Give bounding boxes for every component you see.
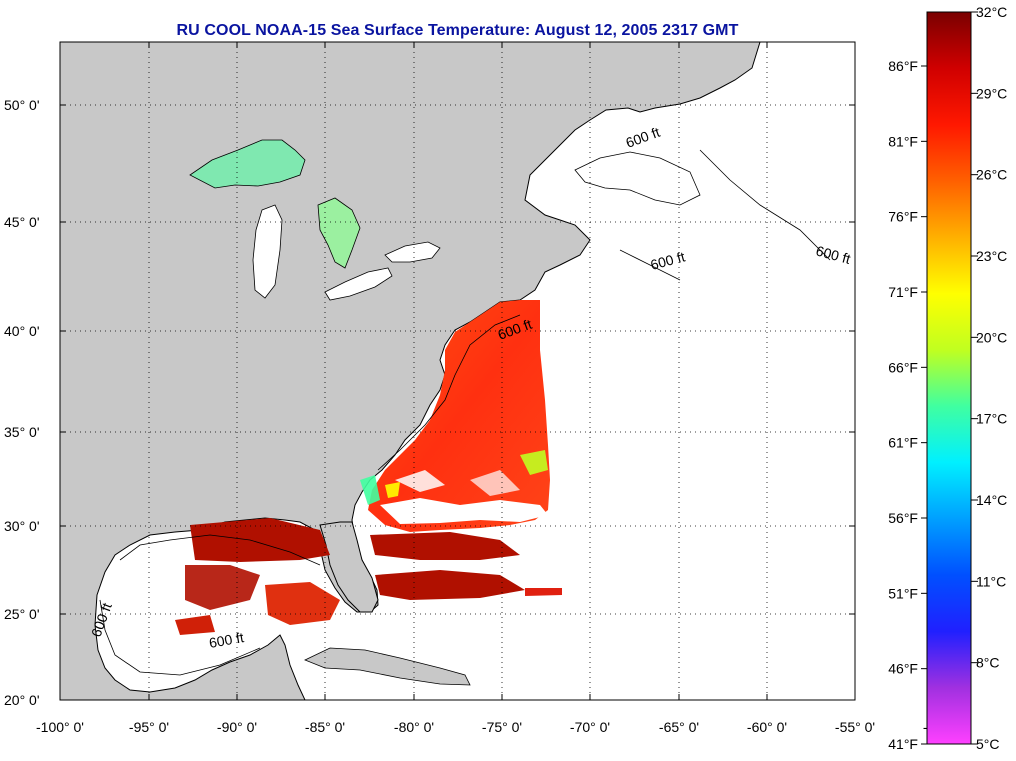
colorbar-celsius-label: 20°C bbox=[976, 329, 1007, 345]
colorbar-celsius-label: 11°C bbox=[976, 573, 1006, 589]
colorbar-celsius-label: 8°C bbox=[976, 655, 1000, 671]
lake-michigan bbox=[252, 204, 283, 299]
lat-label: 20° 0' bbox=[4, 692, 40, 708]
lon-label: -90° 0' bbox=[217, 719, 257, 735]
frame-ticks bbox=[59, 42, 856, 701]
colorbar-fahrenheit-label: 81°F bbox=[888, 133, 918, 149]
lon-label: -65° 0' bbox=[659, 719, 699, 735]
lon-label: -100° 0' bbox=[36, 719, 84, 735]
colorbar-fahrenheit-label: 56°F bbox=[888, 510, 918, 526]
lake-superior bbox=[189, 139, 306, 189]
lake-ontario bbox=[384, 241, 441, 263]
sst-cool-patches bbox=[360, 450, 548, 505]
florida-peninsula bbox=[319, 521, 379, 613]
lat-label: 35° 0' bbox=[4, 424, 40, 440]
lat-label: 25° 0' bbox=[4, 606, 40, 622]
colorbar-fahrenheit-label: 71°F bbox=[888, 284, 918, 300]
colorbar-celsius-labels: 32°C 29°C 26°C 23°C 20°C 17°C 14°C 11°C 8°C 5°C bbox=[976, 4, 1007, 752]
map-title: RU COOL NOAA-15 Sea Surface Temperature:… bbox=[176, 22, 739, 39]
lon-label: -60° 0' bbox=[747, 719, 787, 735]
shelf-contour bbox=[99, 149, 831, 676]
lake-erie bbox=[324, 267, 393, 301]
colorbar-celsius-label: 26°C bbox=[976, 167, 1007, 183]
map-content: 600 ft 600 ft 600 ft 600 ft 600 ft 600 f… bbox=[60, 42, 855, 700]
colorbar-fahrenheit-label: 46°F bbox=[888, 661, 918, 677]
lake-huron bbox=[317, 197, 361, 269]
colorbar-fahrenheit-label: 41°F bbox=[888, 736, 918, 752]
colorbar-fahrenheit-label: 86°F bbox=[888, 58, 918, 74]
contour-label-gulf: 600 ft bbox=[208, 629, 245, 651]
colorbar-fahrenheit-labels: 86°F 81°F 76°F 71°F 66°F 61°F 56°F 51°F 46°F 41°F bbox=[888, 58, 918, 752]
colorbar-ticks bbox=[921, 11, 978, 745]
colorbar-fahrenheit-label: 76°F bbox=[888, 209, 918, 225]
colorbar-celsius-label: 14°C bbox=[976, 492, 1007, 508]
lat-label: 30° 0' bbox=[4, 518, 40, 534]
longitude-labels: -100° 0' -95° 0' -90° 0' -85° 0' -80° 0' -75°… bbox=[36, 719, 963, 735]
colorbar-fahrenheit-label: 51°F bbox=[888, 585, 918, 601]
latitude-labels: 50° 0' 45° 0' 40° 0' 35° 0' 30° 0' 25° 0' 20° … bbox=[4, 97, 40, 708]
lat-label: 40° 0' bbox=[4, 323, 40, 339]
lon-label: -70° 0' bbox=[570, 719, 610, 735]
lon-label: -75° 0' bbox=[482, 719, 522, 735]
colorbar-fahrenheit-label: 66°F bbox=[888, 359, 918, 375]
lat-label: 50° 0' bbox=[4, 97, 40, 113]
colorbar-fahrenheit-label: 61°F bbox=[888, 435, 918, 451]
sst-cloud-speckles bbox=[380, 470, 548, 524]
cuba bbox=[304, 647, 471, 686]
lat-label: 45° 0' bbox=[4, 214, 40, 230]
colorbar-celsius-label: 23°C bbox=[976, 248, 1007, 264]
colorbar-celsius-label: 5°C bbox=[976, 736, 1000, 752]
lon-label: -55° 0' bbox=[835, 719, 875, 735]
sst-gulf-swaths bbox=[175, 518, 562, 635]
colorbar bbox=[926, 11, 972, 745]
lon-label: -85° 0' bbox=[305, 719, 345, 735]
lon-label: -80° 0' bbox=[394, 719, 434, 735]
colorbar-celsius-label: 17°C bbox=[976, 411, 1007, 427]
lon-label: -95° 0' bbox=[129, 719, 169, 735]
colorbar-celsius-label: 32°C bbox=[976, 4, 1007, 20]
colorbar-celsius-label: 29°C bbox=[976, 85, 1007, 101]
map-border bbox=[59, 41, 856, 701]
gulf-st-lawrence bbox=[574, 151, 701, 206]
